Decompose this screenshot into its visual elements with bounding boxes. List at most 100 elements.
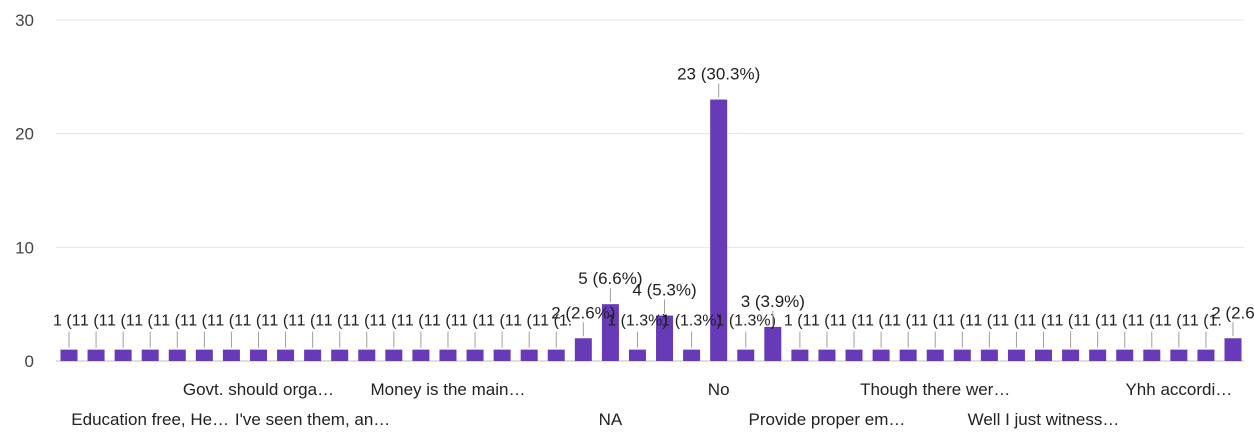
data-label: 1 (1.	[188, 313, 220, 330]
bar[interactable]	[520, 349, 538, 361]
data-label: 1 (1.	[1055, 313, 1087, 330]
bar[interactable]	[114, 349, 132, 361]
bar[interactable]	[466, 349, 484, 361]
data-label: 2 (2.6%)	[551, 303, 615, 322]
data-label: 1 (1.	[1190, 313, 1222, 330]
bar[interactable]	[628, 349, 646, 361]
bar[interactable]	[277, 349, 295, 361]
data-label: 1 (1.	[378, 313, 410, 330]
data-label: 1 (1.	[53, 313, 85, 330]
x-tick-label: Well I just witness…	[968, 410, 1120, 429]
bar[interactable]	[141, 349, 159, 361]
data-label: 1 (1.	[1000, 313, 1032, 330]
bar[interactable]	[87, 349, 105, 361]
bar[interactable]	[601, 304, 619, 361]
bar[interactable]	[656, 315, 674, 361]
data-labels: 1 (1.1 (1.1 (1.1 (1.1 (1.1 (1.1 (1.1 (1.…	[53, 65, 1254, 348]
bar[interactable]	[710, 99, 728, 362]
data-label: 1 (1.	[432, 313, 464, 330]
bar[interactable]	[845, 349, 863, 361]
data-label: 1 (1.	[80, 313, 112, 330]
data-label: 1 (1.	[973, 313, 1005, 330]
data-label: 1 (1.	[784, 313, 816, 330]
bar[interactable]	[899, 349, 917, 361]
bar[interactable]	[1007, 349, 1025, 361]
bar[interactable]	[574, 338, 592, 361]
data-label: 1 (1.	[1136, 313, 1168, 330]
bar[interactable]	[331, 349, 349, 361]
bar[interactable]	[547, 349, 565, 361]
data-label: 1 (1.3%)	[716, 313, 776, 330]
bar[interactable]	[222, 349, 240, 361]
data-label: 3 (3.9%)	[741, 292, 805, 311]
data-label: 1 (1.	[486, 313, 518, 330]
data-label: 1 (1.	[107, 313, 139, 330]
y-tick-label: 20	[15, 125, 34, 144]
bar[interactable]	[980, 349, 998, 361]
data-label: 1 (1.	[540, 313, 572, 330]
bar[interactable]	[1170, 349, 1188, 361]
data-label: 1 (1.	[1109, 313, 1141, 330]
bar[interactable]	[385, 349, 403, 361]
bar[interactable]	[249, 349, 267, 361]
data-label: 1 (1.	[513, 313, 545, 330]
bar[interactable]	[764, 326, 782, 361]
x-tick-label: Provide proper em…	[749, 410, 906, 429]
data-label: 1 (1.3%)	[661, 313, 721, 330]
data-label: 1 (1.	[838, 313, 870, 330]
bar[interactable]	[791, 349, 809, 361]
data-label: 1 (1.	[892, 313, 924, 330]
data-label: 1 (1.	[161, 313, 193, 330]
bar[interactable]	[953, 349, 971, 361]
bar[interactable]	[304, 349, 322, 361]
x-axis-labels: Education free, He… Govt. should orga… I'v…	[71, 380, 1232, 429]
x-tick-label: Money is the main…	[371, 380, 526, 399]
bar[interactable]	[737, 349, 755, 361]
bars	[60, 99, 1242, 362]
data-label: 23 (30.3%)	[677, 65, 760, 84]
bar[interactable]	[493, 349, 511, 361]
bar[interactable]	[1089, 349, 1107, 361]
bar[interactable]	[412, 349, 430, 361]
x-tick-label: NA	[599, 410, 623, 429]
data-label: 1 (1.	[215, 313, 247, 330]
y-axis: 0 10 20 30	[15, 11, 34, 371]
x-tick-label: Education free, He…	[71, 410, 229, 429]
data-label: 1 (1.	[946, 313, 978, 330]
bar[interactable]	[1062, 349, 1080, 361]
x-tick-label: I've seen them, an…	[235, 410, 390, 429]
data-label: 1 (1.	[270, 313, 302, 330]
bar[interactable]	[60, 349, 78, 361]
x-tick-label: No	[708, 380, 730, 399]
data-label: 1 (1.	[1028, 313, 1060, 330]
gridlines	[56, 19, 1244, 362]
data-label: 1 (1.	[919, 313, 951, 330]
data-label: 1 (1.	[459, 313, 491, 330]
bar[interactable]	[1143, 349, 1161, 361]
data-label: 1 (1.	[242, 313, 274, 330]
bar[interactable]	[439, 349, 457, 361]
data-label: 1 (1.	[405, 313, 437, 330]
bar[interactable]	[1116, 349, 1134, 361]
data-label: 1 (1.	[351, 313, 383, 330]
data-label: 1 (1.	[1163, 313, 1195, 330]
bar[interactable]	[818, 349, 836, 361]
y-tick-label: 30	[15, 11, 34, 30]
data-label: 1 (1.	[297, 313, 329, 330]
x-tick-label: Govt. should orga…	[183, 380, 334, 399]
bar[interactable]	[683, 349, 701, 361]
data-label: 1 (1.	[1082, 313, 1114, 330]
x-tick-label: Yhh accordi…	[1125, 380, 1232, 399]
data-label: 1 (1.3%)	[607, 313, 667, 330]
bar[interactable]	[1224, 338, 1242, 361]
bar[interactable]	[1035, 349, 1053, 361]
bar[interactable]	[195, 349, 213, 361]
data-label: 1 (1.	[865, 313, 897, 330]
bar[interactable]	[358, 349, 376, 361]
y-tick-label: 10	[15, 238, 34, 257]
bar[interactable]	[1197, 349, 1215, 361]
bar[interactable]	[926, 349, 944, 361]
bar[interactable]	[872, 349, 890, 361]
bar[interactable]	[168, 349, 186, 361]
